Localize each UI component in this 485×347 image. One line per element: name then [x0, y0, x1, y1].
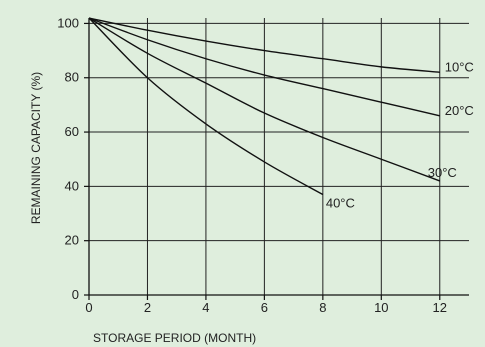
x-tick-label: 4 — [202, 300, 209, 315]
x-tick-label: 12 — [433, 300, 447, 315]
x-tick-labels: 0 2 4 6 8 10 12 — [85, 300, 447, 315]
axes — [84, 18, 469, 300]
y-tick-label: 60 — [65, 124, 79, 139]
grid-lines — [89, 18, 469, 295]
y-tick-label: 20 — [65, 233, 79, 248]
y-tick-label: 40 — [65, 178, 79, 193]
y-tick-label: 0 — [72, 287, 79, 302]
x-tick-label: 0 — [85, 300, 92, 315]
x-tick-label: 10 — [374, 300, 388, 315]
series-line — [88, 17, 440, 117]
series-label: 40°C — [326, 196, 355, 211]
series-label: 30°C — [428, 165, 457, 180]
x-tick-label: 2 — [144, 300, 151, 315]
x-tick-label: 8 — [319, 300, 326, 315]
y-tick-label: 80 — [65, 70, 79, 85]
y-axis-label: REMAINING CAPACITY (%) — [29, 72, 43, 224]
y-tick-labels: 0 20 40 60 80 100 — [57, 15, 79, 302]
x-tick-label: 6 — [261, 300, 268, 315]
series-line — [88, 17, 440, 74]
series-labels: 10°C 20°C 30°C 40°C — [326, 59, 474, 210]
series-lines — [88, 17, 441, 196]
x-axis-label: STORAGE PERIOD (MONTH) — [93, 331, 256, 345]
series-line — [88, 17, 441, 182]
series-label: 10°C — [445, 59, 474, 74]
series-line — [88, 17, 324, 196]
y-tick-label: 100 — [57, 15, 79, 30]
series-label: 20°C — [445, 103, 474, 118]
